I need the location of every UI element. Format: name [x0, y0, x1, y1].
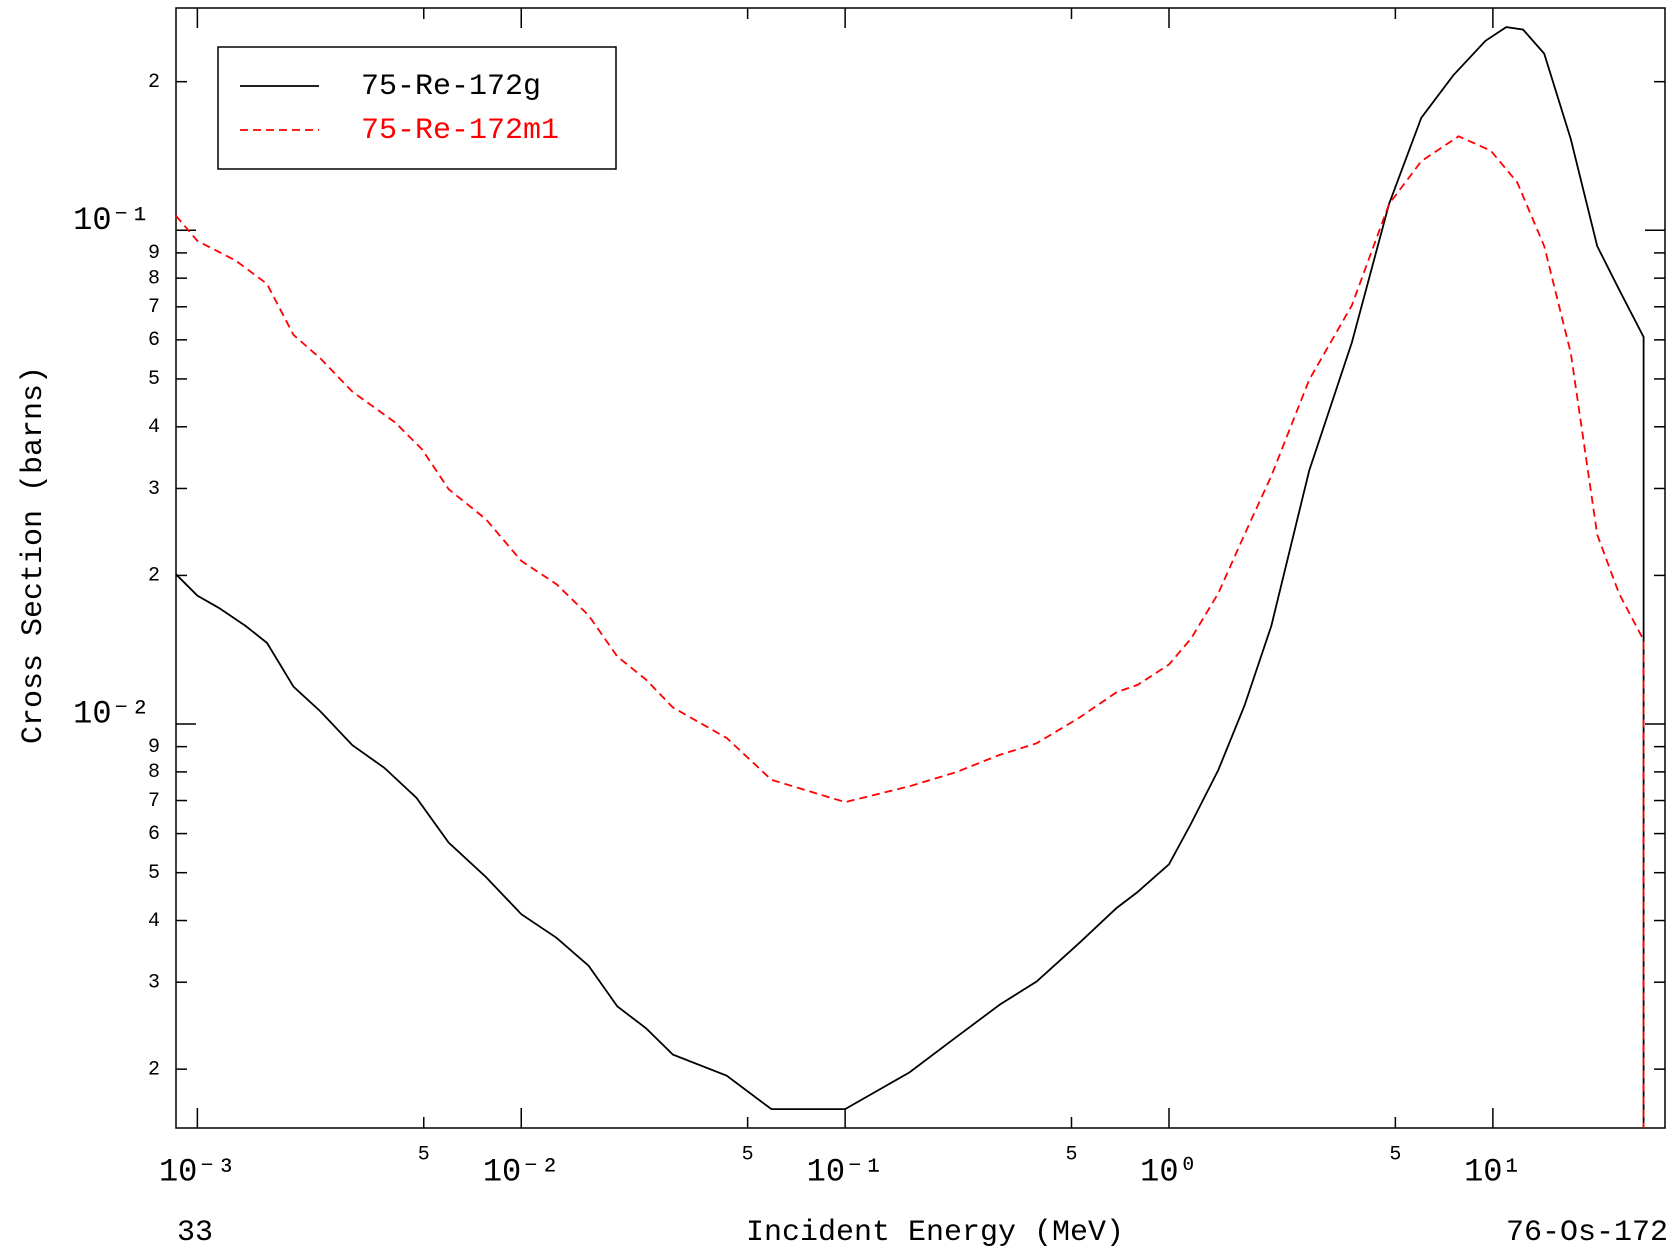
y-tick-label: 9 [148, 736, 160, 759]
y-tick-label: 6 [148, 329, 160, 352]
y-tick-label: 7 [148, 296, 160, 319]
series-line [175, 135, 1645, 1128]
plot-frame [175, 7, 1666, 1129]
y-tick-label: 5 [148, 368, 160, 391]
footer-left: 33 [177, 1216, 213, 1250]
y-tick-label: 6 [148, 823, 160, 846]
legend-box [217, 46, 617, 170]
y-tick-label: 5 [148, 862, 160, 885]
footer-right: 76-Os-172 [1506, 1216, 1668, 1250]
y-tick-label: 8 [148, 267, 160, 290]
legend-label: 75-Re-172g [361, 70, 541, 104]
y-tick-label: 2 [148, 1058, 160, 1081]
y-tick-label: 2 [148, 71, 160, 94]
x-tick-label: 10⁻² [483, 1153, 560, 1190]
x-tick-label: 5 [1065, 1143, 1077, 1166]
x-tick-label: 5 [418, 1143, 430, 1166]
y-tick-label: 3 [148, 478, 160, 501]
y-tick-label: 10⁻¹ [73, 202, 150, 239]
x-axis-label: Incident Energy (MeV) [746, 1216, 1124, 1250]
legend-label: 75-Re-172m1 [361, 114, 559, 148]
y-tick-label: 7 [148, 790, 160, 813]
y-tick-label: 4 [148, 910, 160, 933]
y-tick-label: 2 [148, 565, 160, 588]
x-tick-label: 10⁻³ [159, 1153, 236, 1190]
x-tick-label: 10⁻¹ [807, 1153, 884, 1190]
y-tick-label: 3 [148, 971, 160, 994]
y-tick-label: 9 [148, 242, 160, 265]
x-tick-label: 10⁰ [1140, 1153, 1198, 1190]
x-tick-label: 5 [742, 1143, 754, 1166]
series-line [175, 26, 1645, 1128]
y-tick-label: 4 [148, 416, 160, 439]
y-axis-label: Cross Section (barns) [17, 366, 51, 744]
y-tick-label: 8 [148, 761, 160, 784]
x-tick-label: 10¹ [1464, 1153, 1522, 1190]
y-tick-label: 10⁻² [73, 695, 150, 732]
x-tick-label: 5 [1389, 1143, 1401, 1166]
